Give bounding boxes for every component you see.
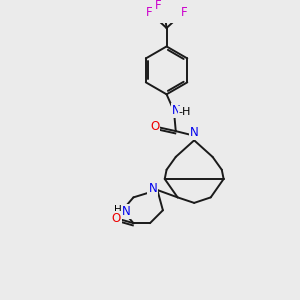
Text: O: O <box>111 212 121 225</box>
Text: H: H <box>114 205 122 215</box>
Text: F: F <box>146 6 152 19</box>
Text: F: F <box>155 0 162 11</box>
Text: N: N <box>190 127 199 140</box>
Text: O: O <box>150 120 159 133</box>
Text: N: N <box>122 205 130 218</box>
Text: N: N <box>172 104 181 117</box>
Text: -H: -H <box>179 107 191 117</box>
Text: F: F <box>181 6 188 19</box>
Text: N: N <box>148 182 157 195</box>
